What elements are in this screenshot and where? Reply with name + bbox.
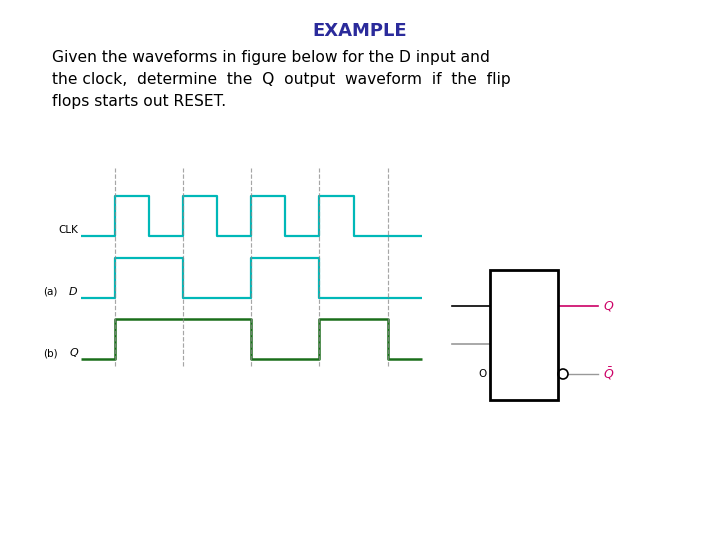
Text: (a): (a) [43, 287, 58, 296]
Text: O: O [479, 369, 487, 379]
Text: >: > [495, 338, 505, 350]
Text: the clock,  determine  the  Q  output  waveform  if  the  flip: the clock, determine the Q output wavefo… [52, 72, 510, 87]
Bar [490, 270, 558, 400]
Text: Given the waveforms in figure below for the D input and: Given the waveforms in figure below for … [52, 50, 490, 65]
Text: Q: Q [69, 348, 78, 359]
Text: $Q$: $Q$ [603, 299, 614, 313]
Text: flops starts out RESET.: flops starts out RESET. [52, 94, 226, 109]
Text: $\bar{Q}$: $\bar{Q}$ [603, 366, 614, 382]
Text: C: C [506, 338, 515, 350]
Text: CLK: CLK [58, 225, 78, 235]
Text: EXAMPLE: EXAMPLE [312, 22, 408, 40]
Text: D: D [69, 287, 78, 296]
Text: D: D [498, 300, 508, 313]
Text: (b): (b) [42, 348, 58, 359]
